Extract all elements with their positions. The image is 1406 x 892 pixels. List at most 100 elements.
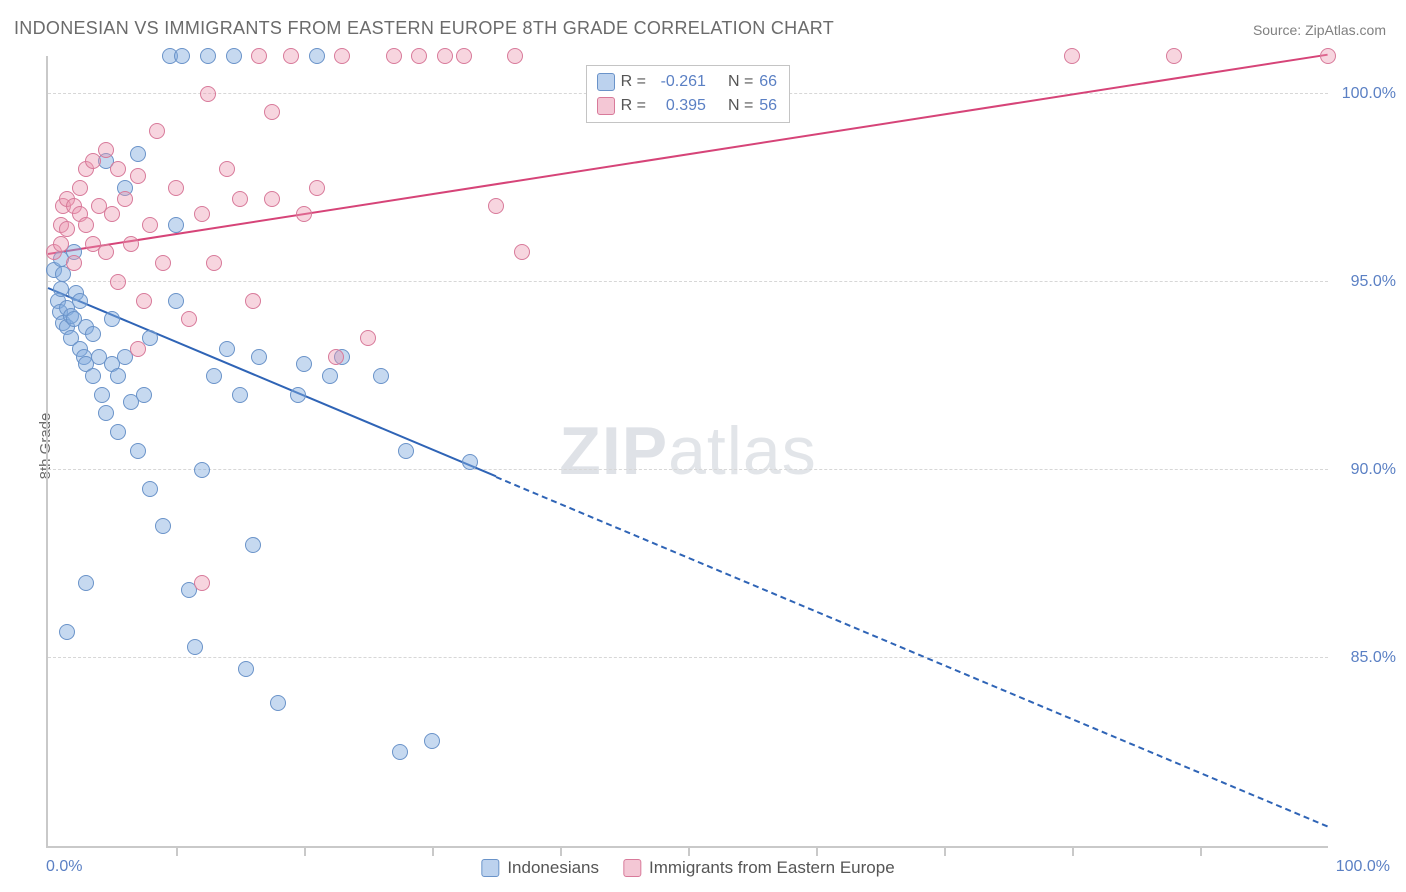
data-point: [270, 695, 286, 711]
gridline: [48, 469, 1328, 470]
legend-swatch: [597, 73, 615, 91]
x-tick: [944, 846, 946, 856]
data-point: [283, 48, 299, 64]
legend-label: Immigrants from Eastern Europe: [649, 858, 895, 878]
data-point: [53, 281, 69, 297]
n-value: 66: [759, 73, 777, 91]
y-tick-label: 85.0%: [1336, 649, 1396, 667]
data-point: [78, 575, 94, 591]
data-point: [245, 537, 261, 553]
series-legend: Indonesians Immigrants from Eastern Europ…: [481, 858, 894, 878]
legend-item: Immigrants from Eastern Europe: [623, 858, 895, 878]
y-tick-label: 95.0%: [1336, 273, 1396, 291]
r-value: -0.261: [652, 73, 706, 91]
legend-label: Indonesians: [507, 858, 599, 878]
data-point: [149, 123, 165, 139]
data-point: [245, 293, 261, 309]
x-tick: [816, 846, 818, 856]
data-point: [206, 255, 222, 271]
data-point: [98, 142, 114, 158]
data-point: [219, 161, 235, 177]
data-point: [142, 481, 158, 497]
data-point: [251, 48, 267, 64]
x-tick: [1200, 846, 1202, 856]
data-point: [98, 244, 114, 260]
data-point: [328, 349, 344, 365]
data-point: [290, 387, 306, 403]
data-point: [194, 575, 210, 591]
n-value: 56: [759, 97, 777, 115]
x-tick: [1072, 846, 1074, 856]
data-point: [110, 424, 126, 440]
data-point: [226, 48, 242, 64]
data-point: [296, 356, 312, 372]
data-point: [507, 48, 523, 64]
correlation-stats-box: R =-0.261N =66R =0.395N =56: [586, 65, 790, 123]
data-point: [386, 48, 402, 64]
data-point: [181, 311, 197, 327]
chart-plot-area: ZIPatlas 85.0%90.0%95.0%100.0%0.0%100.0%…: [46, 56, 1328, 848]
trend-line: [496, 476, 1329, 828]
data-point: [59, 624, 75, 640]
data-point: [392, 744, 408, 760]
r-value: 0.395: [652, 97, 706, 115]
data-point: [94, 387, 110, 403]
data-point: [200, 48, 216, 64]
data-point: [117, 191, 133, 207]
stats-row: R =0.395N =56: [597, 94, 777, 118]
data-point: [110, 274, 126, 290]
legend-swatch: [623, 859, 641, 877]
data-point: [309, 180, 325, 196]
data-point: [130, 168, 146, 184]
data-point: [104, 206, 120, 222]
data-point: [155, 518, 171, 534]
data-point: [78, 217, 94, 233]
n-label: N =: [728, 97, 753, 115]
data-point: [59, 221, 75, 237]
data-point: [373, 368, 389, 384]
y-tick-label: 90.0%: [1336, 461, 1396, 479]
source-credit: Source: ZipAtlas.com: [1253, 22, 1386, 38]
data-point: [194, 206, 210, 222]
data-point: [334, 48, 350, 64]
data-point: [1320, 48, 1336, 64]
data-point: [398, 443, 414, 459]
data-point: [130, 146, 146, 162]
data-point: [66, 255, 82, 271]
x-tick-label: 100.0%: [1336, 858, 1390, 876]
data-point: [72, 293, 88, 309]
legend-swatch: [481, 859, 499, 877]
data-point: [251, 349, 267, 365]
watermark: ZIPatlas: [559, 412, 816, 490]
data-point: [123, 236, 139, 252]
data-point: [1166, 48, 1182, 64]
data-point: [322, 368, 338, 384]
data-point: [136, 293, 152, 309]
data-point: [232, 191, 248, 207]
gridline: [48, 281, 1328, 282]
x-tick: [432, 846, 434, 856]
n-label: N =: [728, 73, 753, 91]
data-point: [456, 48, 472, 64]
data-point: [72, 180, 88, 196]
data-point: [462, 454, 478, 470]
data-point: [360, 330, 376, 346]
x-tick: [688, 846, 690, 856]
x-tick-label: 0.0%: [46, 858, 82, 876]
data-point: [168, 180, 184, 196]
data-point: [437, 48, 453, 64]
data-point: [53, 236, 69, 252]
data-point: [110, 161, 126, 177]
data-point: [85, 153, 101, 169]
x-tick: [560, 846, 562, 856]
y-tick-label: 100.0%: [1336, 85, 1396, 103]
data-point: [142, 217, 158, 233]
gridline: [48, 657, 1328, 658]
data-point: [238, 661, 254, 677]
data-point: [411, 48, 427, 64]
data-point: [130, 341, 146, 357]
data-point: [488, 198, 504, 214]
r-label: R =: [621, 73, 646, 91]
data-point: [200, 86, 216, 102]
data-point: [142, 330, 158, 346]
